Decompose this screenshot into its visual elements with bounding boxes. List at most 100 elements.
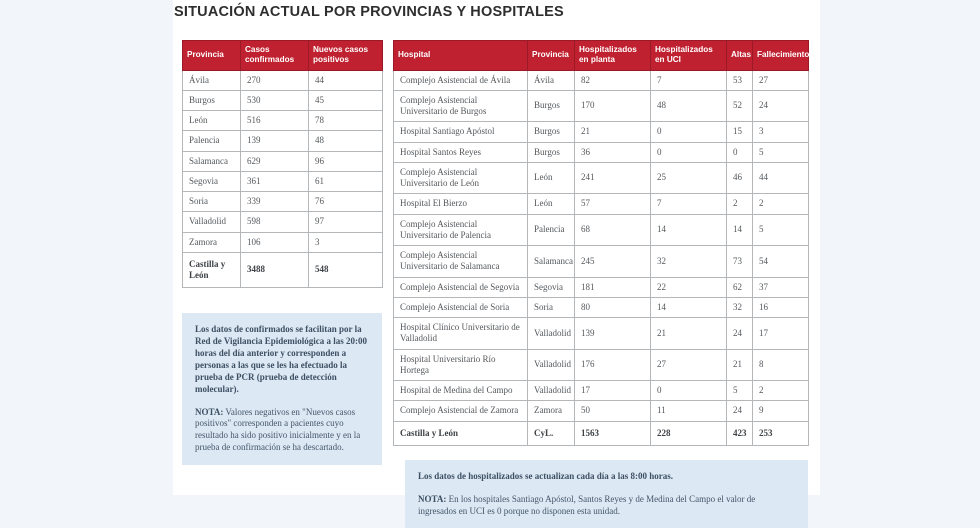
nota-text: Valores negativos en "Nuevos casos posit… xyxy=(195,406,361,453)
hospital-row: Hospital Clínico Universitario de Vallad… xyxy=(393,317,809,350)
hospital-row: Complejo Asistencial de Zamora Zamora 50… xyxy=(393,400,809,422)
province-name-cell: Ávila xyxy=(182,69,241,91)
icu-patients-cell: 11 xyxy=(650,400,727,422)
provinces-header-row: Provincia Casos confirmados Nuevos casos… xyxy=(182,40,383,71)
hospital-province-cell: Segovia xyxy=(527,276,575,298)
hospital-name-cell: Complejo Asistencial de Zamora xyxy=(393,400,528,422)
province-name-cell: Zamora xyxy=(182,231,241,253)
deaths-cell: 8 xyxy=(752,348,809,381)
hospital-province-cell: León xyxy=(527,161,575,195)
discharges-cell: 53 xyxy=(726,69,753,91)
new-cases-cell: 45 xyxy=(308,89,383,112)
hospital-row: Complejo Asistencial Universitario de Le… xyxy=(393,161,809,195)
hospital-name-cell: Complejo Asistencial Universitario de Bu… xyxy=(393,89,528,123)
hospital-row: Complejo Asistencial Universitario de Pa… xyxy=(393,213,809,246)
deaths-cell: 54 xyxy=(752,245,809,278)
deaths-cell: 2 xyxy=(752,379,809,402)
ward-patients-cell: 80 xyxy=(574,296,651,319)
hospital-name-cell: Hospital Santiago Apóstol xyxy=(393,121,528,143)
hospitals-note-paragraph: Los datos de hospitalizados se actualiza… xyxy=(418,470,674,481)
column-header-provincia: Provincia xyxy=(182,40,241,71)
discharges-cell: 0 xyxy=(726,141,753,163)
hospital-name-cell: Hospital Clínico Universitario de Vallad… xyxy=(393,317,528,350)
new-cases-cell: 44 xyxy=(308,69,383,91)
confirmed-cases-cell: 530 xyxy=(240,89,309,112)
discharges-cell: 73 xyxy=(726,245,753,278)
province-row: Ávila 270 44 xyxy=(182,69,383,91)
province-name-cell: Salamanca xyxy=(182,150,241,172)
hospital-province-cell: Burgos xyxy=(527,141,575,163)
hospital-province-cell: Ávila xyxy=(527,69,575,91)
hospital-name-cell: Complejo Asistencial Universitario de Pa… xyxy=(393,213,528,246)
provinces-table: Provincia Casos confirmados Nuevos casos… xyxy=(182,40,383,289)
ward-patients-cell: 21 xyxy=(574,121,651,143)
deaths-cell: 24 xyxy=(752,89,809,123)
deaths-cell: 44 xyxy=(752,161,809,195)
nota-label: NOTA: xyxy=(418,493,447,504)
province-row: Soria 339 76 xyxy=(182,190,383,213)
confirmed-cases-cell: 139 xyxy=(240,130,309,152)
icu-patients-cell: 32 xyxy=(650,245,727,278)
hospital-name-cell: Hospital Universitario Río Hortega xyxy=(393,348,528,381)
hospitals-table: Hospital Provincia Hospitalizados en pla… xyxy=(393,40,814,446)
icu-patients-cell: 21 xyxy=(650,317,727,350)
column-header-nuevos-casos: Nuevos casos positivos xyxy=(308,40,383,71)
hospital-row: Hospital de Medina del Campo Valladolid … xyxy=(393,379,809,402)
deaths-cell: 5 xyxy=(752,213,809,246)
hospital-name-cell: Hospital de Medina del Campo xyxy=(393,379,528,402)
discharges-cell: 5 xyxy=(726,379,753,402)
provinces-table-body: Ávila 270 44 Burgos 530 45 León 516 78 P… xyxy=(182,69,383,289)
province-name-cell: Burgos xyxy=(182,89,241,112)
hospital-name-cell: Hospital Santos Reyes xyxy=(393,141,528,163)
column-header-hospitalizados-planta: Hospitalizados en planta xyxy=(574,40,651,71)
hospital-province-cell: Valladolid xyxy=(527,348,575,381)
column-header-provincia: Provincia xyxy=(527,40,575,71)
province-name-cell: Palencia xyxy=(182,130,241,152)
column-header-hospitalizados-uci: Hospitalizados en UCI xyxy=(650,40,727,71)
hospital-row: Complejo Asistencial de Soria Soria 80 1… xyxy=(393,296,809,319)
ward-patients-cell: 139 xyxy=(574,317,651,350)
hospitals-column: Hospital Provincia Hospitalizados en pla… xyxy=(393,40,814,528)
hospital-name-cell: Complejo Asistencial de Soria xyxy=(393,296,528,319)
province-name-cell: Valladolid xyxy=(182,211,241,233)
total-deaths-cell: 253 xyxy=(752,420,809,446)
total-new-cases-cell: 548 xyxy=(308,251,383,289)
hospital-province-cell: Palencia xyxy=(527,213,575,246)
nota-label: NOTA: xyxy=(195,406,224,417)
confirmed-cases-cell: 629 xyxy=(240,150,309,172)
discharges-cell: 32 xyxy=(726,296,753,319)
hospitals-note-box: Los datos de hospitalizados se actualiza… xyxy=(405,459,808,528)
province-row: Valladolid 598 97 xyxy=(182,211,383,233)
hospital-province-cell: Zamora xyxy=(527,400,575,422)
province-row: Zamora 106 3 xyxy=(182,231,383,253)
icu-patients-cell: 14 xyxy=(650,296,727,319)
ward-patients-cell: 241 xyxy=(574,161,651,195)
icu-patients-cell: 48 xyxy=(650,89,727,123)
confirmed-cases-cell: 339 xyxy=(240,190,309,213)
discharges-cell: 2 xyxy=(726,193,753,215)
total-confirmed-cell: 3488 xyxy=(240,251,309,289)
total-region-cell: Castilla y León xyxy=(393,420,528,446)
hospital-province-cell: Burgos xyxy=(527,121,575,143)
icu-patients-cell: 7 xyxy=(650,193,727,215)
hospital-row: Hospital Santos Reyes Burgos 36 0 0 5 xyxy=(393,141,809,163)
hospital-province-cell: Soria xyxy=(527,296,575,319)
discharges-cell: 46 xyxy=(726,161,753,195)
new-cases-cell: 3 xyxy=(308,231,383,253)
hospital-row: Hospital Universitario Río Hortega Valla… xyxy=(393,348,809,381)
confirmed-cases-cell: 516 xyxy=(240,109,309,132)
deaths-cell: 16 xyxy=(752,296,809,319)
provinces-note-paragraph: Los datos de confirmados se facilitan po… xyxy=(195,324,368,394)
provinces-total-row: Castilla y León 3488 548 xyxy=(182,251,383,289)
hospitals-nota-paragraph: NOTA: En los hospitales Santiago Apóstol… xyxy=(418,494,795,518)
column-header-altas: Altas xyxy=(726,40,753,71)
hospital-row: Hospital El Bierzo León 57 7 2 2 xyxy=(393,193,809,215)
ward-patients-cell: 245 xyxy=(574,245,651,278)
discharges-cell: 62 xyxy=(726,276,753,298)
ward-patients-cell: 82 xyxy=(574,69,651,91)
content-card: SITUACIÓN ACTUAL POR PROVINCIAS Y HOSPIT… xyxy=(173,0,820,528)
discharges-cell: 14 xyxy=(726,213,753,246)
province-name-cell: León xyxy=(182,109,241,132)
new-cases-cell: 48 xyxy=(308,130,383,152)
deaths-cell: 5 xyxy=(752,141,809,163)
